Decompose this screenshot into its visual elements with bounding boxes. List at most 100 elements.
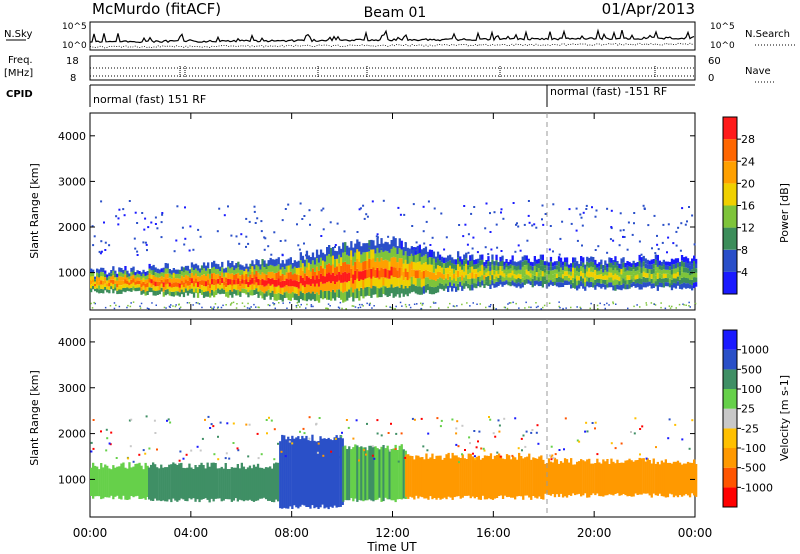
power-cell-1144 [473, 264, 476, 270]
power-scatter-241 [273, 231, 276, 234]
power-cell-989 [420, 249, 423, 257]
power-cell-364 [211, 267, 214, 274]
power-cell-423 [231, 273, 234, 280]
power-scatter-211 [425, 220, 428, 223]
power-scatter-5 [99, 252, 102, 255]
power-cell-282 [184, 288, 188, 293]
power-cell-26 [98, 281, 101, 286]
power-cell-149 [138, 271, 141, 275]
power-cell-757 [344, 281, 347, 292]
power-cell-811 [362, 280, 365, 290]
power-floor-44 [615, 303, 617, 305]
power-cell-1426 [567, 267, 571, 272]
power-cell-716 [330, 274, 333, 284]
power-cell-763 [346, 282, 349, 292]
power-cell-1796 [693, 271, 696, 278]
power-cell-1712 [664, 273, 667, 278]
power-floor-37 [515, 302, 517, 305]
power-cell-1002 [426, 283, 430, 291]
velocity-scatter-30 [128, 419, 131, 422]
power-cell-958 [410, 253, 413, 262]
power-cell-1561 [614, 279, 617, 285]
power-cell-1523 [600, 259, 603, 265]
power-scatter-60 [297, 244, 300, 247]
power-cell-809 [360, 246, 363, 255]
power-scatter-70 [366, 215, 369, 218]
power-scatter-43 [371, 200, 374, 203]
power-scatter-183 [103, 221, 105, 224]
velocity-scatter-60 [497, 419, 500, 422]
power-cell-1423 [567, 278, 571, 282]
power-cell-900 [392, 287, 395, 298]
power-cell-1797 [693, 266, 696, 272]
power-cell-1098 [459, 281, 462, 287]
velocity-scatter-190 [436, 417, 439, 420]
power-cell-673 [315, 283, 319, 293]
power-cell-833 [368, 240, 371, 250]
power-cell-214 [160, 272, 163, 277]
power-cell-1359 [545, 270, 549, 275]
power-cell-376 [215, 269, 218, 275]
power-cell-1564 [614, 262, 617, 268]
power-cell-341 [202, 262, 206, 269]
power-cell-383 [217, 264, 220, 269]
power-cell-1389 [555, 269, 559, 274]
velocity-colorbar-tick-label-0: -1000 [741, 481, 773, 494]
power-colorbar-tick-label-5: 24 [741, 155, 755, 168]
velocity-scatter-92 [334, 437, 337, 440]
power-cell-69 [112, 275, 115, 280]
power-floor-49 [168, 305, 171, 308]
power-cell-96 [122, 288, 125, 292]
power-cell-793 [356, 278, 359, 289]
power-cell-400 [223, 272, 226, 277]
power-cell-1781 [686, 258, 690, 264]
power-floor-170 [352, 305, 355, 307]
power-cell-671 [313, 257, 317, 265]
velocity-cell-285 [660, 460, 663, 497]
power-cell-8 [92, 279, 95, 283]
power-cell-624 [299, 291, 302, 299]
velocity-scatter-53 [455, 427, 458, 430]
power-cell-1545 [608, 267, 611, 273]
power-cell-850 [374, 253, 377, 262]
velocity-cell-80 [250, 468, 254, 501]
power-cell-1600 [626, 265, 629, 271]
velocity-cell-265 [620, 462, 623, 496]
power-cell-993 [422, 263, 426, 271]
velocity-cell-266 [622, 462, 625, 494]
power-cell-1029 [434, 268, 438, 275]
velocity-cell-134 [358, 447, 361, 501]
power-floor-88 [447, 306, 449, 309]
power-cell-418 [229, 268, 232, 274]
power-cell-679 [317, 286, 321, 295]
power-cell-1452 [578, 284, 581, 289]
power-floor-40 [220, 306, 223, 309]
power-cell-401 [223, 268, 226, 273]
power-cell-1667 [648, 260, 651, 265]
power-scatter-90 [691, 214, 694, 217]
power-cell-768 [348, 289, 351, 298]
power-cell-1005 [426, 264, 430, 271]
power-cell-978 [418, 286, 421, 295]
power-scatter-220 [134, 247, 137, 250]
power-cell-1778 [686, 273, 690, 279]
power-cell-887 [386, 242, 389, 252]
power-cell-520 [263, 267, 266, 274]
power-cell-340 [202, 268, 206, 275]
power-cell-485 [251, 260, 254, 267]
power-cell-1617 [632, 269, 635, 274]
power-floor-154 [255, 306, 257, 308]
power-cell-1314 [531, 283, 534, 288]
power-cell-1208 [495, 271, 498, 277]
power-cell-1615 [632, 277, 635, 282]
power-cell-1499 [592, 257, 595, 263]
power-cell-982 [418, 253, 421, 262]
power-cell-1157 [477, 258, 480, 264]
power-cell-1549 [610, 277, 613, 283]
power-cell-1517 [598, 262, 601, 267]
power-cell-1731 [670, 269, 674, 275]
velocity-cell-203 [495, 455, 499, 498]
power-cell-1277 [517, 261, 520, 266]
power-cell-1740 [674, 283, 678, 289]
power-cell-1527 [602, 272, 605, 276]
